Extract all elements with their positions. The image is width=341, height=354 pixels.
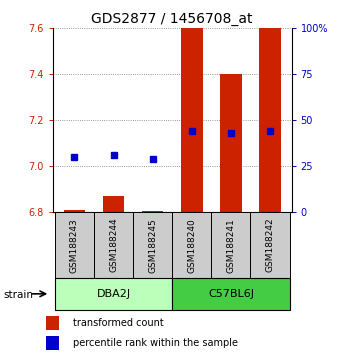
- Text: GSM188241: GSM188241: [226, 218, 235, 273]
- Text: GSM188242: GSM188242: [266, 218, 275, 273]
- Bar: [172, 212, 211, 278]
- Bar: [142, 211, 163, 212]
- Text: transformed count: transformed count: [73, 319, 164, 329]
- Title: GDS2877 / 1456708_at: GDS2877 / 1456708_at: [91, 12, 253, 26]
- Bar: [46, 336, 59, 350]
- Bar: [259, 26, 281, 212]
- Bar: [211, 212, 251, 278]
- Text: GSM188245: GSM188245: [148, 218, 157, 273]
- Bar: [220, 74, 242, 212]
- Bar: [55, 278, 172, 310]
- Bar: [55, 212, 94, 278]
- Text: percentile rank within the sample: percentile rank within the sample: [73, 338, 238, 348]
- Bar: [46, 316, 59, 330]
- Text: GSM188243: GSM188243: [70, 218, 79, 273]
- Text: GSM188240: GSM188240: [187, 218, 196, 273]
- Bar: [133, 212, 172, 278]
- Bar: [251, 212, 290, 278]
- Text: GSM188244: GSM188244: [109, 218, 118, 273]
- Text: C57BL6J: C57BL6J: [208, 289, 254, 299]
- Bar: [172, 278, 290, 310]
- Bar: [181, 26, 203, 212]
- Bar: [94, 212, 133, 278]
- Bar: [64, 210, 85, 212]
- Text: DBA2J: DBA2J: [97, 289, 131, 299]
- Bar: [103, 196, 124, 212]
- Text: strain: strain: [3, 290, 33, 299]
